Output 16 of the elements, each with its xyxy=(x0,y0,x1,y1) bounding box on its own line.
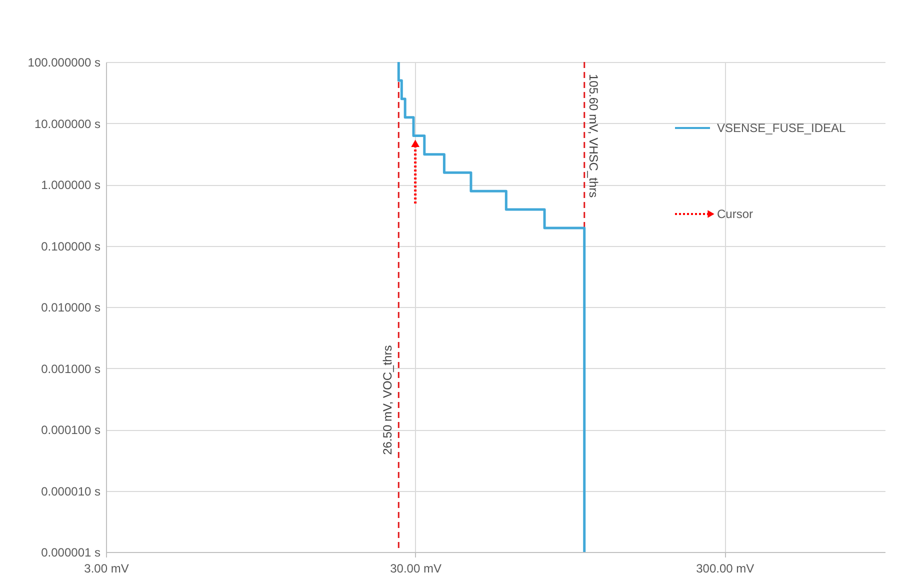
ref-line-label: 105.60 mV, VHSC_thrs xyxy=(586,74,600,198)
ref-line-label: 26.50 mV, VOC_thrs xyxy=(380,345,395,455)
legend-label: VSENSE_FUSE_IDEAL xyxy=(717,121,846,135)
y-tick-label: 0.010000 s xyxy=(41,300,100,314)
y-tick-label: 0.000010 s xyxy=(41,484,100,498)
y-tick-label: 0.000001 s xyxy=(41,546,100,560)
legend-label: Cursor xyxy=(717,207,754,221)
y-tick-label: 1.000000 s xyxy=(41,178,100,192)
y-tick-label: 0.100000 s xyxy=(41,239,100,254)
x-tick-label: 30.00 mV xyxy=(390,562,442,576)
y-tick-label: 10.000000 s xyxy=(34,116,100,131)
y-tick-label: 0.001000 s xyxy=(41,362,100,376)
y-tick-label: 0.000100 s xyxy=(41,423,100,437)
x-tick-label: 3.00 mV xyxy=(84,562,129,576)
x-tick-label: 300.00 mV xyxy=(696,562,754,576)
y-tick-label: 100.000000 s xyxy=(28,56,100,70)
